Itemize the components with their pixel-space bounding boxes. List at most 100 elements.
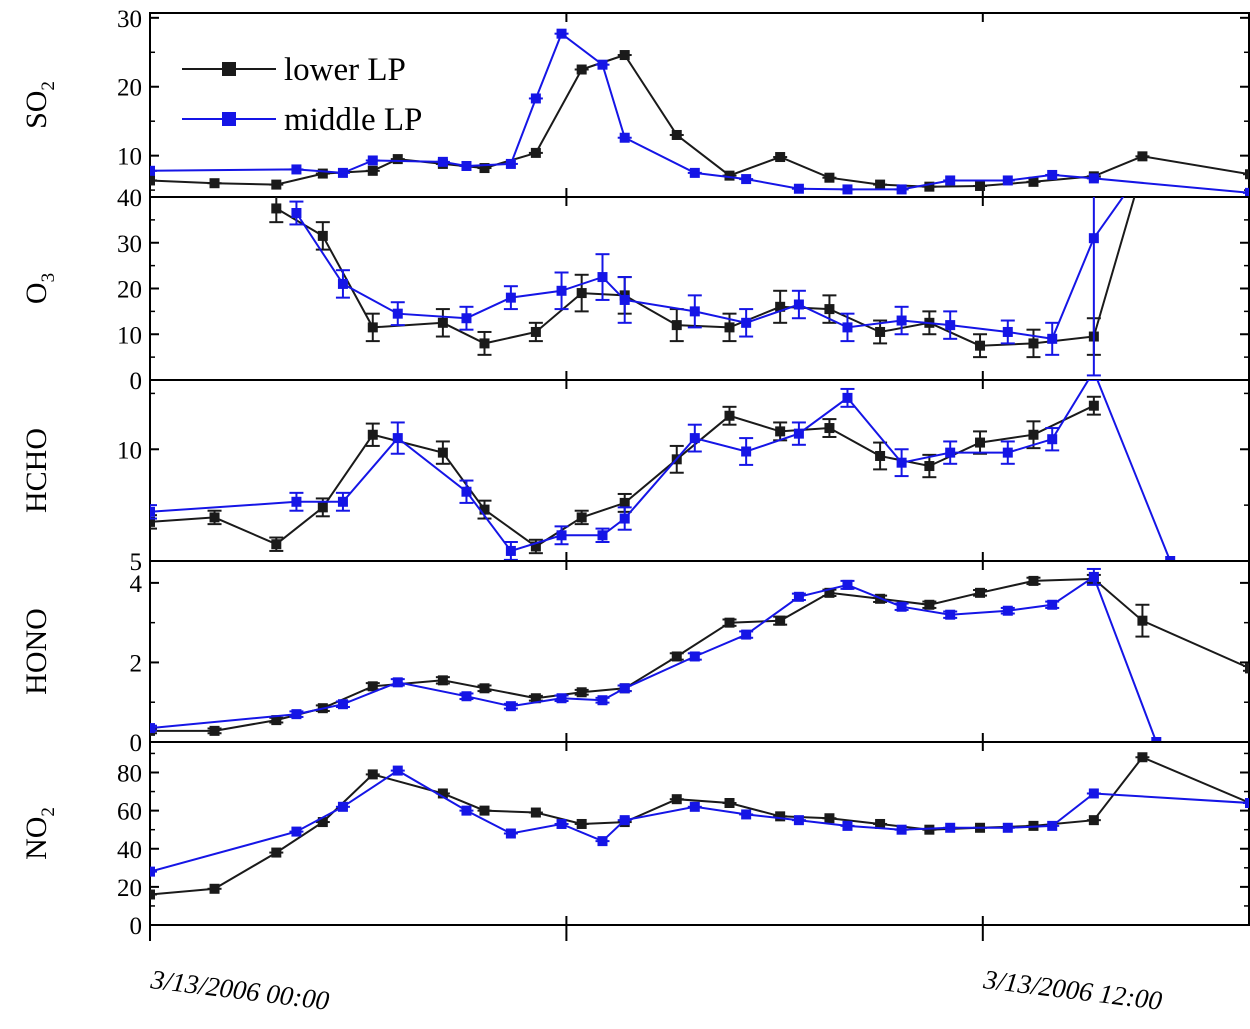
y-tick-label-o3: 20 bbox=[117, 277, 142, 304]
data-point-middle-lp bbox=[337, 699, 348, 710]
data-point-middle-lp bbox=[619, 513, 630, 524]
y-axis-label-no2: NO2 bbox=[20, 807, 59, 860]
data-point-middle-lp bbox=[1047, 333, 1058, 344]
data-point-middle-lp bbox=[1002, 447, 1013, 458]
series-group-hcho bbox=[150, 380, 1176, 561]
y-tick-label-no2: 80 bbox=[117, 761, 142, 788]
y-axis-hcho: 5 10 bbox=[117, 392, 1249, 576]
data-point-lower-lp bbox=[271, 203, 282, 214]
data-point-middle-lp bbox=[1088, 233, 1099, 244]
data-point-middle-lp bbox=[461, 691, 472, 702]
data-point-middle-lp bbox=[1137, 165, 1147, 175]
data-point-middle-lp bbox=[842, 392, 853, 403]
data-point-lower-lp bbox=[479, 338, 490, 349]
x-tick-label: 3/13/2006 00:00 bbox=[148, 964, 331, 1016]
data-point-lower-lp bbox=[437, 447, 448, 458]
series-line-lower-lp-no2 bbox=[150, 756, 1249, 896]
y-tick-label-hono: 0 bbox=[130, 730, 143, 757]
data-point-lower-lp bbox=[150, 516, 155, 527]
data-point-middle-lp bbox=[461, 486, 472, 497]
data-point-lower-lp bbox=[530, 541, 541, 552]
panel-hcho: 5 10 HCHO bbox=[20, 379, 1250, 576]
data-point-middle-lp bbox=[1047, 434, 1058, 445]
y-tick-label-so2: 20 bbox=[117, 75, 142, 102]
data-point-lower-lp bbox=[1137, 165, 1147, 175]
data-point-lower-lp bbox=[1028, 429, 1039, 440]
data-point-middle-lp bbox=[597, 695, 608, 706]
data-point-middle-lp bbox=[689, 651, 700, 662]
y-axis-label-o3: O3 bbox=[20, 273, 59, 304]
data-point-middle-lp bbox=[619, 294, 630, 305]
data-point-middle-lp bbox=[597, 530, 608, 541]
data-point-lower-lp bbox=[975, 587, 986, 598]
series-group-no2 bbox=[150, 752, 1249, 900]
y-axis-o3: 0 10 20 30 40 bbox=[117, 185, 1249, 395]
data-point-middle-lp bbox=[556, 530, 567, 541]
series-middle-lp-hono bbox=[150, 567, 1162, 742]
panel-hono: 0 2 4 HONO bbox=[20, 560, 1250, 757]
series-group-o3 bbox=[269, 165, 1147, 377]
data-point-middle-lp bbox=[945, 447, 956, 458]
data-point-middle-lp bbox=[689, 433, 700, 444]
data-point-lower-lp bbox=[437, 317, 448, 328]
data-point-middle-lp bbox=[291, 496, 302, 507]
y-tick-label-hono: 4 bbox=[130, 571, 143, 598]
y-tick-label-hono: 2 bbox=[130, 650, 143, 677]
legend-entry-lower: lower LP bbox=[182, 52, 406, 88]
data-point-middle-lp bbox=[337, 496, 348, 507]
y-axis-label-hono: HONO bbox=[20, 608, 53, 695]
data-point-middle-lp bbox=[945, 609, 956, 620]
data-point-middle-lp bbox=[556, 285, 567, 296]
data-point-middle-lp bbox=[461, 313, 472, 324]
data-point-middle-lp bbox=[945, 320, 956, 331]
data-point-middle-lp bbox=[842, 322, 853, 333]
data-point-lower-lp bbox=[619, 497, 630, 508]
data-point-lower-lp bbox=[271, 539, 282, 550]
data-point-lower-lp bbox=[924, 599, 935, 610]
y-tick-label-no2: 20 bbox=[117, 875, 142, 902]
data-point-middle-lp bbox=[597, 272, 608, 283]
y-axis-label-main-hcho: HCHO bbox=[20, 428, 53, 513]
data-point-middle-lp bbox=[291, 709, 302, 720]
data-point-middle-lp bbox=[793, 299, 804, 310]
y-tick-label-so2: 10 bbox=[117, 144, 142, 171]
panel-frame-hcho bbox=[149, 379, 1250, 562]
panel-so2: 10 20 30 SO2 bbox=[20, 6, 1250, 198]
y-axis-label-sub-no2: 2 bbox=[38, 807, 59, 817]
data-point-middle-lp bbox=[1002, 605, 1013, 616]
series-group-so2 bbox=[150, 28, 1249, 197]
data-point-middle-lp bbox=[1151, 737, 1162, 742]
legend-swatch-marker-middle bbox=[222, 112, 236, 126]
data-point-lower-lp bbox=[479, 504, 490, 515]
chart-panels: 102030SO2010203040O3510HCHO024HONO020406… bbox=[20, 6, 1250, 940]
data-point-lower-lp bbox=[724, 617, 735, 628]
series-lower-lp-o3 bbox=[269, 165, 1147, 359]
y-axis-label-hcho: HCHO bbox=[20, 428, 53, 513]
data-point-middle-lp bbox=[1047, 599, 1058, 610]
data-point-lower-lp bbox=[1137, 615, 1148, 626]
series-group-hono bbox=[150, 567, 1249, 742]
x-axis: 3/13/2006 00:00 3/13/2006 12:00 bbox=[148, 925, 1164, 1016]
series-middle-lp-hcho bbox=[150, 380, 1176, 561]
series-middle-lp-so2 bbox=[150, 28, 1249, 197]
y-axis-hono: 0 2 4 bbox=[130, 571, 1249, 757]
panel-frame-no2 bbox=[149, 741, 1250, 926]
data-point-middle-lp bbox=[619, 683, 630, 694]
data-point-middle-lp bbox=[392, 433, 403, 444]
data-point-middle-lp bbox=[505, 701, 516, 712]
data-point-lower-lp bbox=[671, 651, 682, 662]
data-point-lower-lp bbox=[437, 675, 448, 686]
panel-frame-o3 bbox=[149, 196, 1250, 381]
y-axis-label-main-so2: SO bbox=[20, 91, 53, 129]
y-axis-label-main-o3: O bbox=[20, 282, 53, 304]
data-point-lower-lp bbox=[209, 725, 220, 736]
data-point-lower-lp bbox=[724, 410, 735, 421]
data-point-lower-lp bbox=[975, 340, 986, 351]
data-point-middle-lp bbox=[337, 278, 348, 289]
data-point-middle-lp bbox=[793, 591, 804, 602]
data-point-lower-lp bbox=[530, 693, 541, 704]
y-tick-label-hcho: 5 bbox=[130, 549, 143, 576]
data-point-lower-lp bbox=[1028, 338, 1039, 349]
data-point-lower-lp bbox=[775, 301, 786, 312]
